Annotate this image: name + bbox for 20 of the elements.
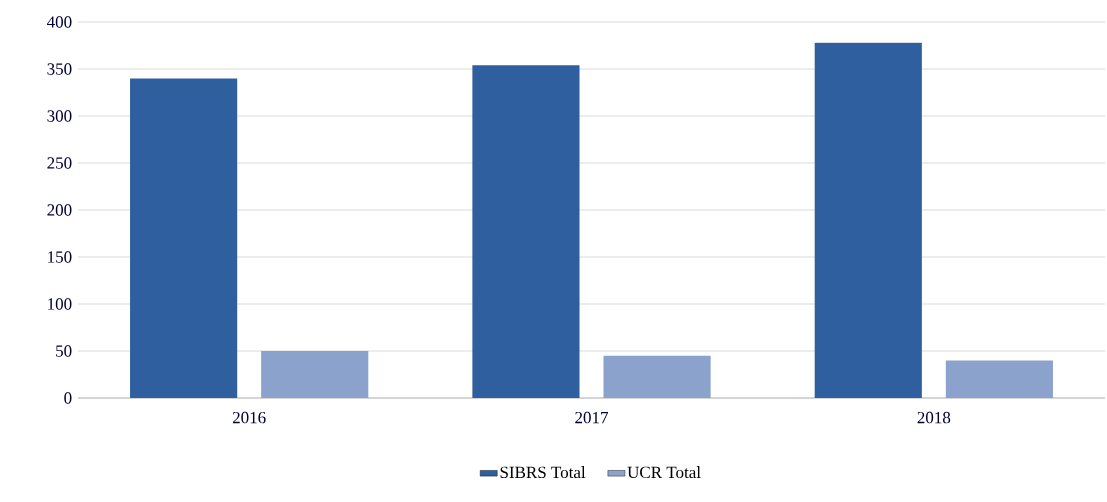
y-tick-label: 350 xyxy=(47,63,72,75)
y-tick-label: 250 xyxy=(47,157,72,169)
legend-label: SIBRS Total xyxy=(500,466,586,479)
x-tick-label: 2017 xyxy=(575,411,609,424)
bar xyxy=(603,355,711,398)
y-tick-label: 100 xyxy=(48,298,72,310)
bar xyxy=(261,350,369,398)
bar xyxy=(472,65,580,398)
y-tick-label: 400 xyxy=(46,16,72,28)
bar xyxy=(814,42,922,398)
bar xyxy=(130,78,238,398)
x-tick-label: 2018 xyxy=(917,411,951,424)
y-tick-label: 200 xyxy=(47,204,72,216)
legend-label: UCR Total xyxy=(627,466,701,479)
x-tick-label: 2016 xyxy=(232,411,266,424)
y-tick-label: 300 xyxy=(47,110,72,122)
y-tick-label: 0 xyxy=(64,392,72,404)
bar xyxy=(945,360,1053,398)
y-tick-label: 50 xyxy=(56,345,72,357)
y-tick-label: 150 xyxy=(48,251,72,263)
